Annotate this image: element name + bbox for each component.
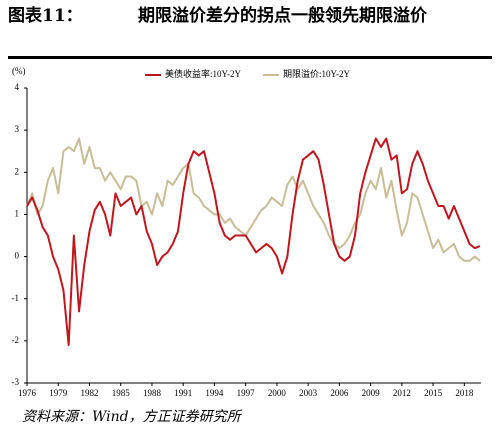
y-axis-label: (%) [12, 66, 26, 76]
y-tick-label: -3 [12, 377, 20, 387]
x-tick-label: 1994 [205, 388, 224, 398]
x-tick-label: 2000 [268, 388, 287, 398]
x-tick-label: 2012 [393, 388, 411, 398]
x-tick-label: 1985 [112, 388, 131, 398]
title-rule [8, 56, 492, 59]
x-tick-label: 2009 [362, 388, 381, 398]
x-tick-label: 1988 [143, 388, 162, 398]
chart-title: 期限溢价差分的拐点一般领先期限溢价 [138, 6, 427, 26]
x-tick-label: 1976 [18, 388, 37, 398]
y-tick-label: 1 [15, 208, 20, 218]
x-tick-label: 2006 [330, 388, 349, 398]
y-tick-label: 4 [15, 82, 20, 92]
y-tick-label: -1 [12, 293, 20, 303]
x-tick-label: 1991 [174, 388, 192, 398]
legend-label: 期限溢价:10Y-2Y [283, 68, 350, 79]
series-line [26, 137, 481, 347]
x-tick-label: 2015 [424, 388, 443, 398]
y-tick-label: 0 [15, 251, 20, 261]
legend-label: 美债收益率:10Y-2Y [165, 68, 241, 79]
y-tick-label: -2 [12, 335, 20, 345]
series-line [26, 137, 481, 262]
x-tick-label: 1997 [237, 388, 256, 398]
x-tick-label: 1979 [49, 388, 68, 398]
x-tick-label: 1982 [80, 388, 98, 398]
y-tick-label: 2 [15, 166, 20, 176]
y-tick-label: 3 [15, 124, 20, 134]
source: 资料来源：Wind，方正证券研究所 [22, 409, 241, 425]
header: 图表11： 期限溢价差分的拐点一般领先期限溢价 [8, 4, 492, 54]
figure-label: 图表11： [8, 6, 83, 26]
x-tick-label: 2018 [455, 388, 474, 398]
x-tick-label: 2003 [299, 388, 318, 398]
